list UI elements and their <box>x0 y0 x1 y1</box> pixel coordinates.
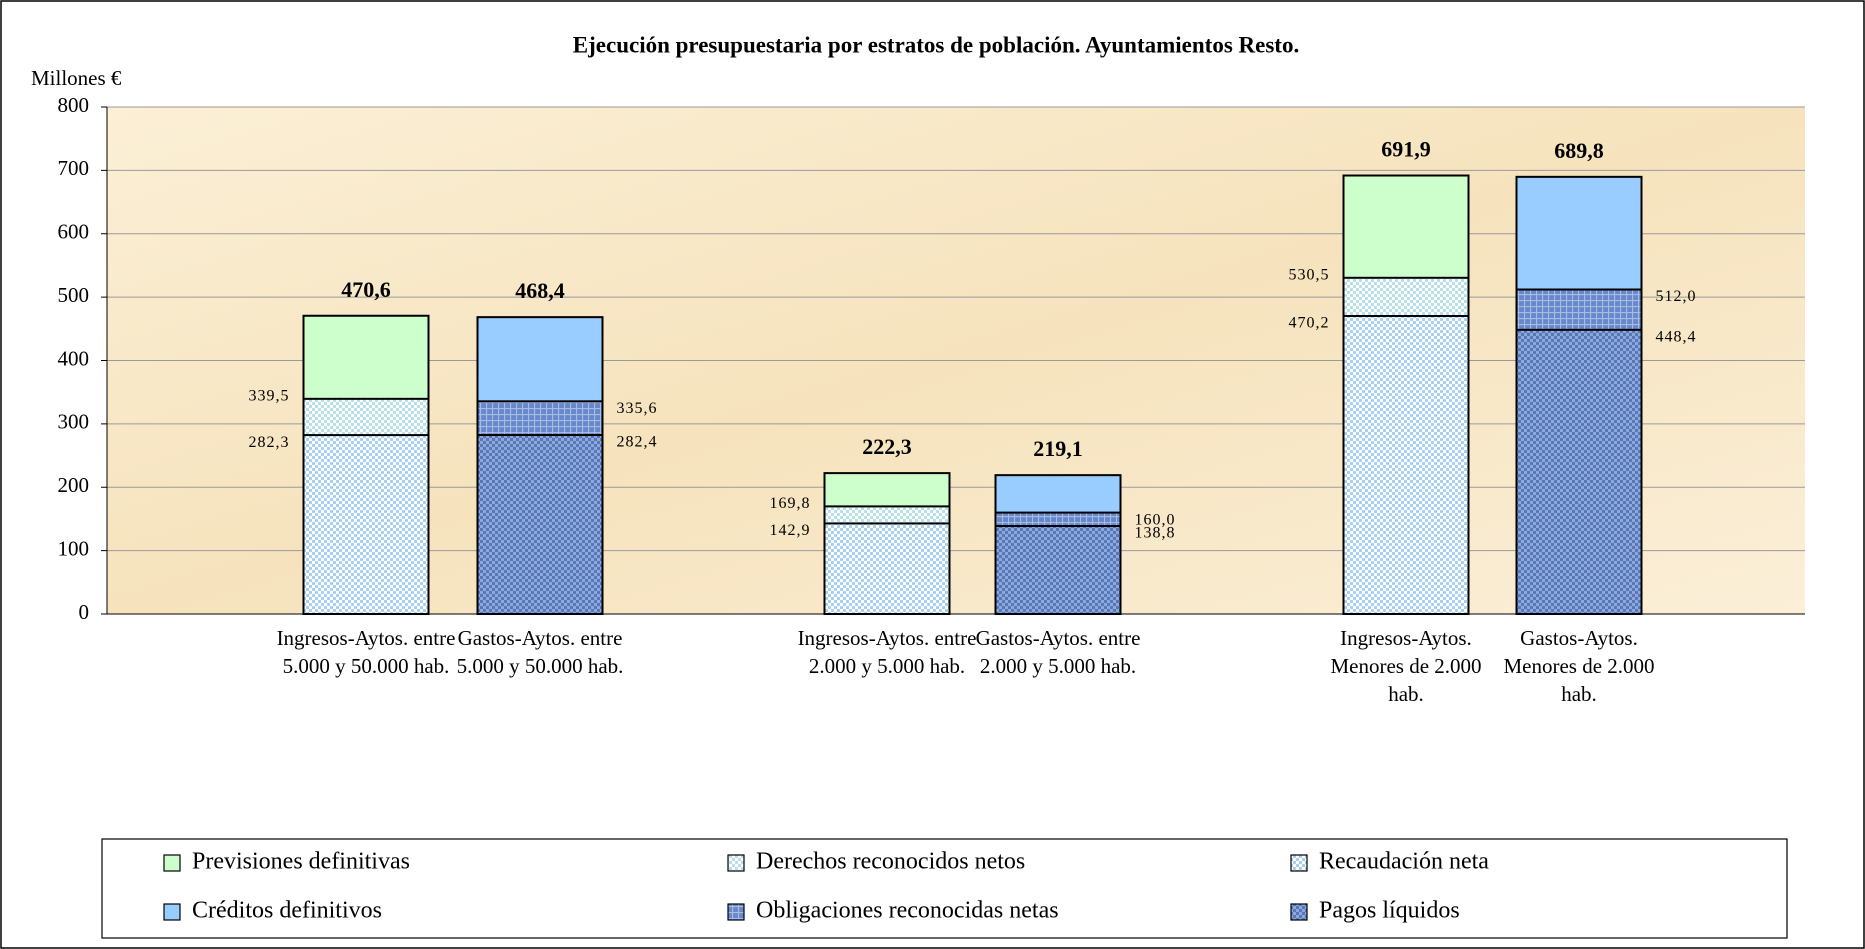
data-label: 335,6 <box>617 400 658 417</box>
y-tick-label: 400 <box>58 346 90 370</box>
legend-swatch <box>163 903 181 921</box>
legend-swatch <box>1290 903 1308 921</box>
bar <box>1342 315 1470 615</box>
y-tick-label: 200 <box>58 473 90 497</box>
data-label: 219,1 <box>1033 436 1083 461</box>
data-label: 282,4 <box>617 434 658 451</box>
bar <box>476 434 604 615</box>
data-label: 339,5 <box>249 388 290 405</box>
y-tick-label: 500 <box>58 283 90 307</box>
legend-label: Pagos líquidos <box>1319 898 1460 924</box>
x-tick-label: Ingresos-Aytos. Menores de 2.000 hab. <box>1330 626 1482 706</box>
legend-label: Recaudación neta <box>1319 849 1489 875</box>
chart-title: Ejecución presupuestaria por estratos de… <box>573 32 1299 57</box>
y-axis-label: Millones € <box>31 66 122 90</box>
data-label: 222,3 <box>862 434 912 459</box>
data-label: 282,3 <box>249 434 290 451</box>
y-tick-label: 700 <box>58 156 90 180</box>
legend-label: Previsiones definitivas <box>192 849 410 875</box>
legend-swatch <box>1290 854 1308 872</box>
legend-swatch <box>727 903 745 921</box>
bar <box>1515 328 1643 615</box>
x-tick-label: Gastos-Aytos. Menores de 2.000 hab. <box>1503 626 1655 706</box>
x-tick-label: Ingresos-Aytos. entre 2.000 y 5.000 hab. <box>797 626 977 678</box>
y-tick-label: 0 <box>79 600 90 624</box>
x-tick-label: Ingresos-Aytos. entre 5.000 y 50.000 hab… <box>276 626 456 678</box>
data-label: 470,2 <box>1289 315 1330 332</box>
data-label: 530,5 <box>1289 266 1330 283</box>
data-label: 689,8 <box>1554 138 1604 163</box>
bar <box>302 434 430 615</box>
data-label: 512,0 <box>1656 288 1697 305</box>
data-label: 142,9 <box>770 522 811 539</box>
x-tick-label: Gastos-Aytos. entre 5.000 y 50.000 hab. <box>456 626 624 678</box>
legend-label: Obligaciones reconocidas netas <box>756 898 1059 924</box>
data-label: 691,9 <box>1381 137 1431 162</box>
legend-label: Créditos definitivos <box>192 898 382 924</box>
data-label: 169,8 <box>770 495 811 512</box>
y-tick-label: 100 <box>58 536 90 560</box>
data-label: 468,4 <box>515 278 565 303</box>
legend-swatch <box>727 854 745 872</box>
data-label: 448,4 <box>1656 328 1697 345</box>
bar <box>994 525 1122 616</box>
x-tick-label: Gastos-Aytos. entre 2.000 y 5.000 hab. <box>975 626 1141 678</box>
data-label: 470,6 <box>341 277 391 302</box>
legend <box>101 838 1788 939</box>
y-tick-label: 600 <box>58 220 90 244</box>
legend-label: Derechos reconocidos netos <box>756 849 1025 875</box>
data-label: 160,0 <box>1135 511 1176 528</box>
y-tick-label: 300 <box>58 410 90 434</box>
legend-swatch <box>163 854 181 872</box>
y-tick-label: 800 <box>58 93 90 117</box>
bar <box>823 522 951 616</box>
data-label: 138,8 <box>1135 525 1176 542</box>
